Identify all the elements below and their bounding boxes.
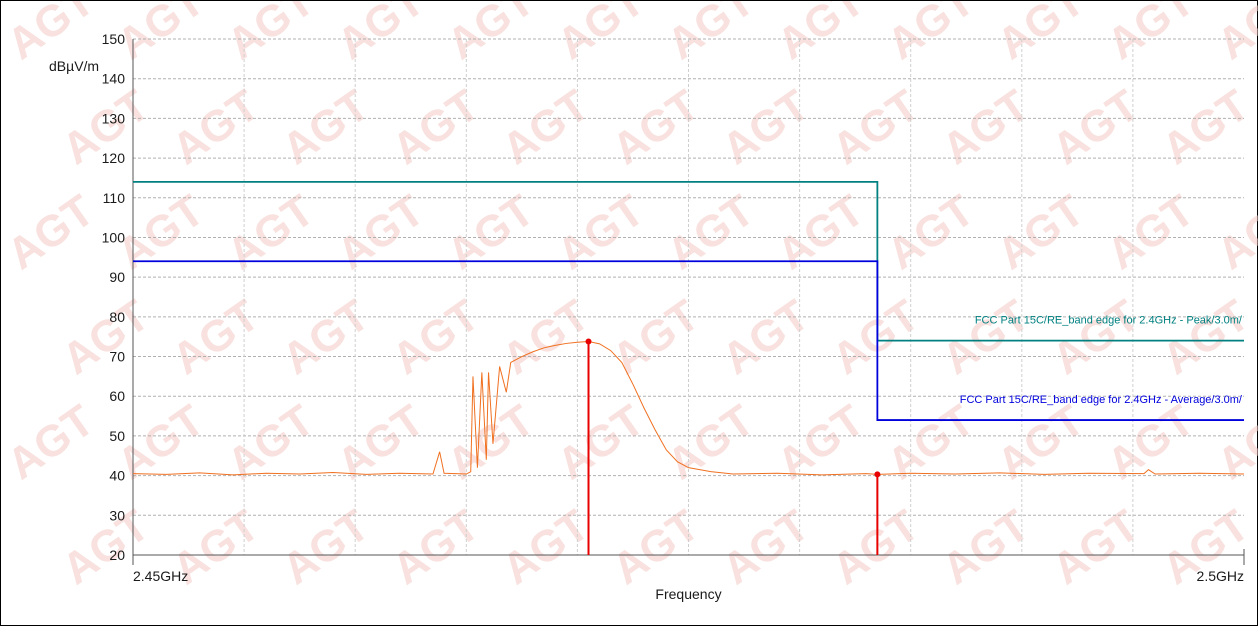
grid [133,38,1244,555]
watermark-text: AGT [329,1,433,69]
y-tick-label: 50 [109,428,125,444]
watermark-text: AGT [1,396,103,489]
y-axis-label: dBµV/m [49,58,99,74]
watermark-text: AGT [384,81,488,174]
watermark-text: AGT [384,291,488,384]
y-tick-label: 30 [109,507,125,523]
watermark-text: AGT [274,81,378,174]
watermark-text: AGT [329,186,433,279]
x-tick-label: 2.5GHz [1197,568,1244,584]
watermark-text: AGT [549,1,653,69]
watermark-text: AGT [714,81,818,174]
watermark-text: AGT [714,291,818,384]
watermark-text: AGT [274,291,378,384]
y-tick-label: 70 [109,349,125,365]
watermark-text: AGT [824,291,928,384]
y-tick-label: 100 [102,229,126,245]
watermark-text: AGT [439,186,543,279]
watermark-text: AGT [1209,1,1258,69]
watermark-text: AGT [604,501,708,594]
y-tick-label: 80 [109,309,125,325]
watermark-text: AGT [769,1,873,69]
watermark-text: AGT [219,186,323,279]
spectrum-trace [132,340,1245,476]
watermark-text: AGT [164,81,268,174]
axes: 20 30 40 50 60 70 80 90 100 110 120 130 140 150 2.45GH… [102,31,1245,584]
watermark-text: AGT [989,1,1093,69]
watermark-text: AGT [1154,81,1258,174]
limit-label: FCC Part 15C/RE_band edge for 2.4GHz - A… [960,394,1243,406]
watermark-text: AGT [274,501,378,594]
watermark-text: AGT [1044,81,1148,174]
y-tick-label: 110 [103,190,126,206]
marker-point [874,471,881,478]
watermark-text: AGT [659,1,763,69]
watermark-text: AGT [1,186,103,279]
watermark-text: AGT [439,1,543,69]
watermark-text: AGT [1044,501,1148,594]
watermark-text: AGT [1209,186,1258,279]
watermark-text: AGT [604,291,708,384]
watermark-text: AGT [494,501,598,594]
y-tick-label: 120 [102,150,126,166]
watermark-text: AGT [1044,291,1148,384]
y-tick-label: 130 [102,110,126,126]
watermark-text: AGT [659,186,763,279]
y-tick-label: 90 [109,269,125,285]
watermark-text: AGT [879,1,983,69]
data-series [132,340,1245,476]
limit-line [133,260,1244,421]
watermark-text: AGT [54,291,158,384]
watermark-text: AGT [824,501,928,594]
x-tick-label: 2.45GHz [133,568,188,584]
markers [585,338,881,555]
y-tick-label: 20 [109,547,125,563]
watermark-text: AGT [769,186,873,279]
watermark-text: AGT [384,501,488,594]
x-axis-label: Frequency [655,586,721,602]
watermark-text: AGT [219,1,323,69]
y-tick-label: 40 [109,468,125,484]
watermark-text: AGT [879,186,983,279]
limit-lines: FCC Part 15C/RE_band edge for 2.4GHz - P… [133,180,1244,421]
y-tick-label: 60 [109,388,125,404]
watermark-text: AGT [824,81,928,174]
watermark-text: AGT [1154,291,1258,384]
watermark-text: AGT [1099,186,1203,279]
y-tick-label: 140 [102,71,126,87]
watermark-text: AGT [549,186,653,279]
chart-text: dBµV/m Frequency [49,58,722,602]
watermark-text: AGT [164,291,268,384]
y-tick-label: 150 [102,31,126,47]
watermark-text: AGT [494,81,598,174]
limit-label: FCC Part 15C/RE_band edge for 2.4GHz - P… [975,315,1243,327]
watermark-text: AGT [714,501,818,594]
marker-point [585,338,592,345]
watermark-text: AGT [1099,1,1203,69]
watermark-text: AGT [989,186,1093,279]
watermark-text: AGT [604,81,708,174]
